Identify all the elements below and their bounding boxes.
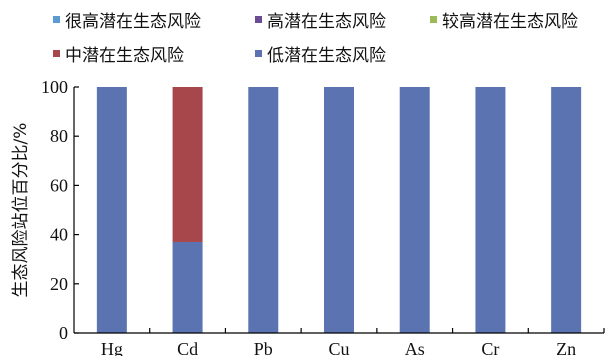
y-tick-label: 60 (50, 175, 68, 195)
bar-segment (475, 87, 506, 333)
bar-segment (172, 87, 203, 242)
y-axis-title: 生态风险站位百分比/% (11, 123, 31, 298)
legend-label: 较高潜在生态风险 (442, 12, 578, 32)
y-tick-label: 80 (50, 126, 68, 146)
legend-swatch (53, 50, 60, 57)
legend-label: 很高潜在生态风险 (65, 12, 201, 32)
legend-item: 较高潜在生态风险 (430, 12, 578, 32)
legend-label: 高潜在生态风险 (267, 12, 386, 32)
x-tick-label: Hg (101, 339, 123, 356)
legend-item: 很高潜在生态风险 (53, 12, 201, 32)
legend-swatch (255, 16, 262, 23)
x-tick-label: Cr (481, 339, 499, 356)
bar-segment (172, 241, 203, 333)
axes-group (73, 87, 604, 334)
x-tick-label: Zn (556, 339, 576, 356)
legend-swatch (53, 16, 60, 23)
bar-segment (399, 87, 430, 333)
bar-segment (248, 87, 279, 333)
bar-segment (324, 87, 354, 333)
legend-swatch (255, 50, 262, 57)
bars-group (96, 87, 582, 333)
legend-label: 低潜在生态风险 (267, 46, 386, 66)
bar-segment (96, 87, 127, 333)
x-tick-label: Cd (177, 339, 198, 356)
x-tick-label: Cu (328, 339, 349, 356)
legend-item: 低潜在生态风险 (255, 46, 386, 66)
y-tick-label: 100 (41, 77, 68, 97)
ticks-group: 0 20 40 60 80 100 Hg Cd Pb Cu As Cr Zn (41, 77, 605, 359)
x-tick-label: Pb (254, 339, 273, 356)
y-tick-label: 20 (50, 274, 68, 294)
legend-item: 高潜在生态风险 (255, 12, 386, 32)
legend-label: 中潜在生态风险 (65, 46, 184, 66)
legend-item: 中潜在生态风险 (53, 46, 184, 66)
y-tick-label: 40 (50, 225, 68, 245)
y-tick-label: 0 (59, 323, 68, 343)
legend-swatch (430, 16, 437, 23)
bar-segment (551, 87, 582, 333)
x-tick-label: As (405, 339, 425, 356)
y-axis-title-group: 生态风险站位百分比/% (11, 123, 31, 298)
